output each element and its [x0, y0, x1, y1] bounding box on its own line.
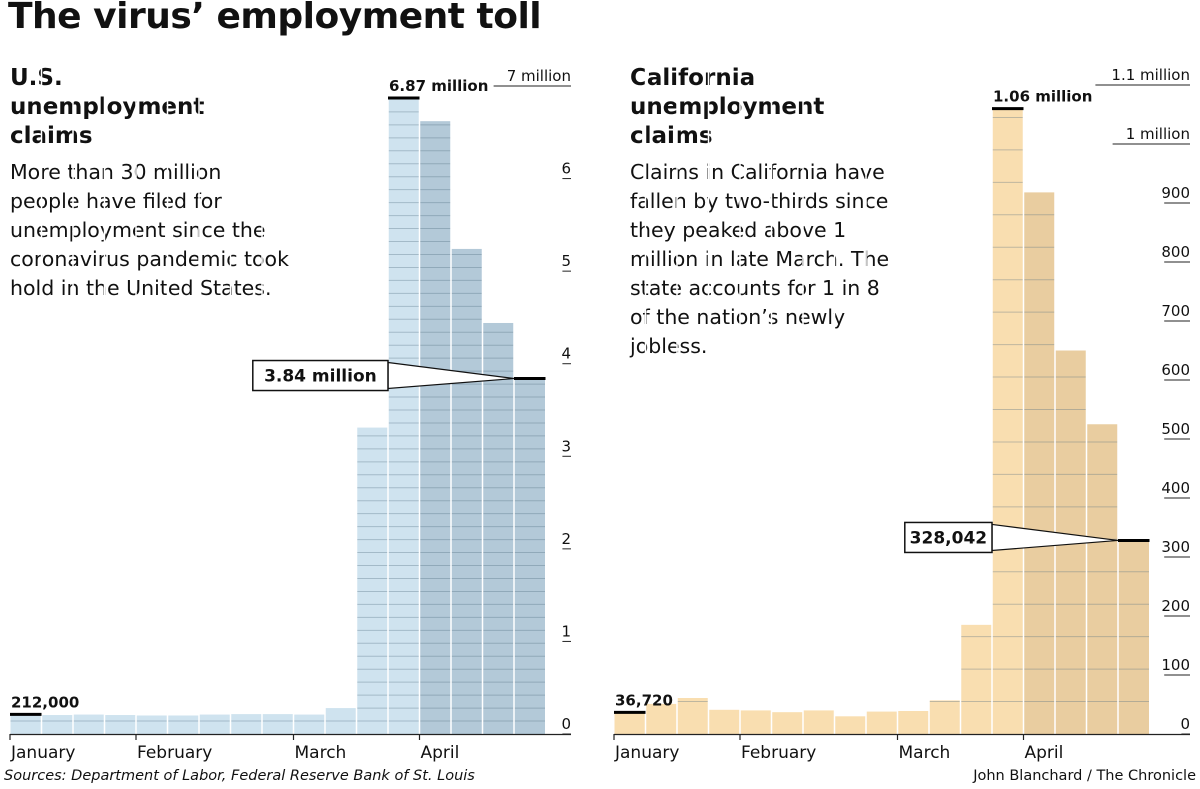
us-data-label: 212,000	[11, 693, 79, 711]
us-bar	[262, 714, 293, 734]
ca-ytick-label: 300	[1161, 538, 1190, 556]
us-ytick-label: 0	[561, 715, 571, 733]
us-month-label: February	[137, 743, 212, 763]
ca-bar	[898, 710, 929, 734]
ca-ytick-label: 800	[1161, 243, 1190, 261]
ca-ytick-label: 600	[1161, 361, 1190, 379]
us-data-label: 6.87 million	[389, 77, 488, 95]
ca-bar	[1024, 192, 1055, 734]
ca-bar	[992, 108, 1023, 735]
credit-line: John Blanchard / The Chronicle	[973, 768, 1196, 784]
ca-ytick-label: 400	[1161, 479, 1190, 497]
ca-panel-title: California unemployment claims	[630, 65, 825, 149]
us-bar	[294, 714, 325, 734]
us-panel-title: U.S. unemployment claims	[10, 65, 205, 149]
ca-month-label: February	[741, 743, 816, 763]
ca-ytick-label: 100	[1161, 656, 1190, 674]
us-callout-label: 3.84 million	[264, 367, 377, 387]
ca-bar	[677, 698, 708, 734]
us-bar	[357, 427, 388, 734]
us-bar	[483, 322, 514, 734]
us-chart: 0 1 2 3 4 5 6 7 million January February March Apri…	[9, 66, 571, 763]
ca-bar	[772, 712, 803, 734]
ca-month-label: March	[899, 743, 951, 763]
us-bar	[388, 98, 419, 734]
ca-bar	[803, 710, 834, 734]
ca-ytick-label: 200	[1161, 597, 1190, 615]
ca-ytick-label: 900	[1161, 184, 1190, 202]
us-month-label: April	[421, 743, 460, 763]
us-ytick-label: 1	[561, 622, 571, 640]
ca-data-label: 36,720	[615, 691, 673, 709]
ca-bar	[709, 709, 740, 734]
ca-panel-description: Claims in California have fallen by two-…	[630, 160, 890, 358]
us-ytick-label: 2	[561, 530, 571, 548]
us-bar	[199, 714, 230, 734]
main-title: The virus’ employment toll	[8, 0, 542, 37]
us-bar	[73, 714, 104, 734]
ca-bar	[614, 712, 645, 734]
us-bar	[136, 715, 167, 734]
us-ytick-label: 4	[561, 345, 571, 363]
us-panel-description: More than 30 million people have filed f…	[10, 160, 289, 300]
us-month-label: March	[295, 743, 347, 763]
ca-bar	[1087, 424, 1118, 734]
ca-bar	[646, 703, 677, 734]
us-ytick-label: 6	[561, 160, 571, 178]
us-bar	[325, 708, 356, 734]
ca-ytick-label: 0	[1180, 715, 1190, 733]
ca-bar	[1118, 540, 1149, 734]
ca-month-label: April	[1025, 743, 1064, 763]
ca-bar	[835, 716, 866, 734]
us-ytick-label: 5	[561, 252, 571, 270]
ca-bar	[740, 710, 771, 734]
ca-callout-box	[904, 521, 993, 554]
ca-month-label: January	[614, 743, 679, 763]
ca-ytick-label: 1.1 million	[1111, 66, 1190, 84]
us-bar	[451, 248, 482, 734]
us-ytick-label: 3	[561, 437, 571, 455]
ca-ytick-label: 500	[1161, 420, 1190, 438]
us-bar	[105, 715, 136, 734]
ca-bar	[929, 700, 960, 734]
us-bar	[10, 714, 41, 734]
ca-data-label: 1.06 million	[993, 88, 1092, 106]
us-ytick-label: 7 million	[507, 67, 571, 85]
ca-bar	[961, 624, 992, 734]
ca-callout-label: 328,042	[910, 528, 987, 548]
us-bar	[168, 715, 199, 734]
sources-note: Sources: Department of Labor, Federal Re…	[4, 768, 475, 784]
us-callout-box	[252, 359, 389, 392]
ca-chart: 0 100 200 300 400 500 600 700 800 900 1 million 1.1…	[613, 65, 1190, 763]
ca-ytick-label: 1 million	[1126, 125, 1190, 143]
us-bar	[231, 714, 262, 734]
us-bar	[42, 715, 73, 734]
us-bar	[514, 378, 545, 734]
ca-ytick-label: 700	[1161, 302, 1190, 320]
ca-bar	[866, 711, 897, 734]
us-month-label: January	[10, 743, 75, 763]
us-bar	[420, 121, 451, 735]
